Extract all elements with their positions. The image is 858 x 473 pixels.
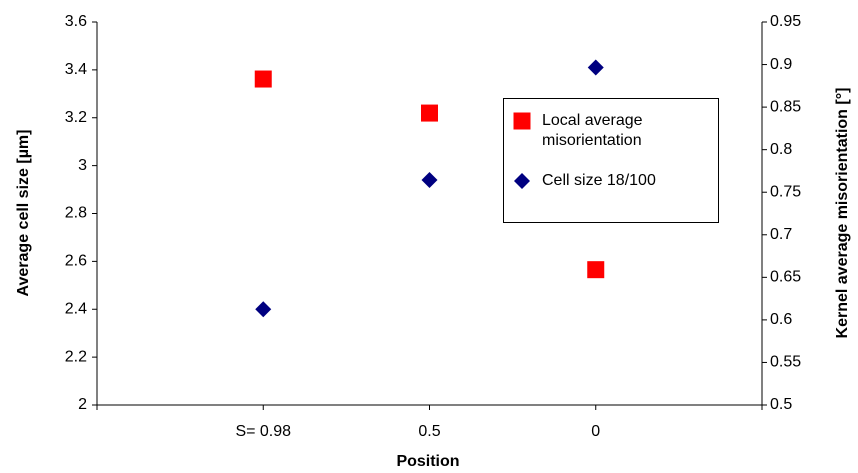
y2-tick-label: 0.9 <box>770 56 792 73</box>
y-tick-label: 2 <box>78 396 87 413</box>
square-marker <box>513 112 531 130</box>
diamond-marker <box>255 301 272 318</box>
y2-tick-label: 0.65 <box>770 269 801 286</box>
square-marker <box>587 261 605 279</box>
y-tick-label: 2.2 <box>65 348 87 365</box>
y2-tick-label: 0.55 <box>770 354 801 371</box>
x-tick-label: 0 <box>591 423 600 440</box>
y-tick-label: 3.4 <box>65 61 87 78</box>
legend: Local average misorientation Cell size 18… <box>503 98 719 223</box>
legend-item: Local average misorientation <box>512 111 702 151</box>
legend-item: Cell size 18/100 <box>512 171 702 191</box>
square-marker <box>254 70 272 88</box>
y2-tick-label: 0.6 <box>770 311 792 328</box>
y-tick-label: 3.2 <box>65 109 87 126</box>
x-tick-label: 0.5 <box>418 423 440 440</box>
x-tick-label: S= 0.98 <box>235 423 291 440</box>
y2-tick-label: 0.95 <box>770 13 801 30</box>
legend-label: Local average misorientation <box>542 112 643 149</box>
y2-tick-label: 0.7 <box>770 226 792 243</box>
y2-tick-label: 0.8 <box>770 141 792 158</box>
y2-axis-label: Kernel average misorientation [°] <box>834 88 851 339</box>
square-marker <box>421 104 438 122</box>
y2-tick-label: 0.85 <box>770 98 801 115</box>
diamond-marker <box>421 171 438 188</box>
y-tick-label: 2.6 <box>65 253 87 270</box>
y-tick-label: 3.6 <box>65 13 87 30</box>
diamond-marker <box>514 173 530 189</box>
diamond-marker <box>587 59 604 76</box>
legend-marker <box>513 112 531 130</box>
legend-label: Cell size 18/100 <box>542 172 656 189</box>
y-tick-label: 3 <box>78 157 87 174</box>
y-tick-label: 2.4 <box>65 300 87 317</box>
y-axis-label: Average cell size [µm] <box>15 130 32 297</box>
y-tick-label: 2.8 <box>65 205 87 222</box>
legend-marker <box>514 173 530 189</box>
y2-tick-label: 0.75 <box>770 183 801 200</box>
y2-tick-label: 0.5 <box>770 396 792 413</box>
x-axis-label: Position <box>396 453 459 470</box>
